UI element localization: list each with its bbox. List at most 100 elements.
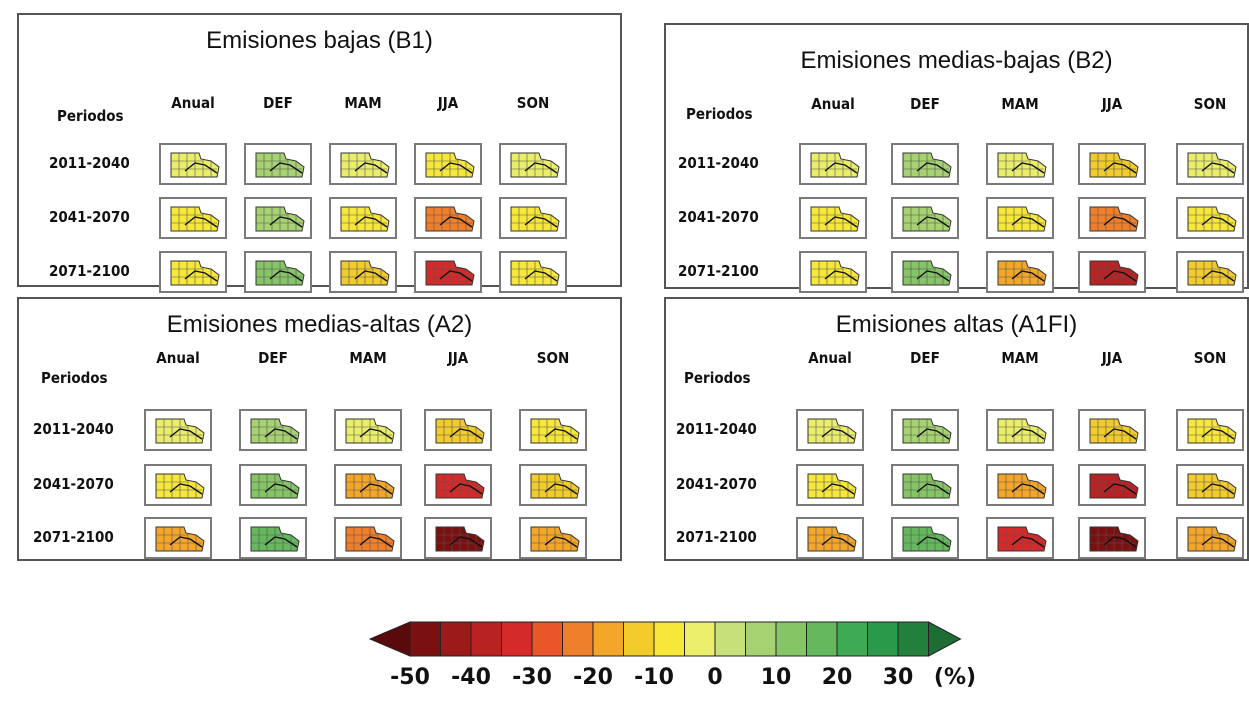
column-header: JJA (1101, 349, 1123, 367)
region-map-icon (255, 260, 305, 286)
legend-swatch (592, 621, 624, 657)
region-map-icon (170, 152, 220, 178)
heatmap-cell (334, 517, 402, 559)
column-header: DEF (910, 349, 940, 367)
heatmap-cell (414, 197, 482, 239)
heatmap-cell (414, 143, 482, 185)
region-map-icon (530, 473, 580, 499)
region-map-icon (155, 526, 205, 552)
legend-tick-label: 20 (821, 665, 853, 690)
region-map-icon (345, 526, 395, 552)
column-header: DEF (263, 94, 293, 112)
region-map-icon (155, 418, 205, 444)
heatmap-cell (891, 409, 959, 451)
region-map-icon (902, 418, 952, 444)
heatmap-cell (891, 517, 959, 559)
legend-swatch (775, 621, 807, 657)
heatmap-cell (244, 143, 312, 185)
row-header: Periodos (684, 369, 751, 387)
heatmap-cell (499, 251, 567, 293)
region-map-icon (340, 152, 390, 178)
region-map-icon (170, 260, 220, 286)
heatmap-cell (1176, 464, 1244, 506)
legend-swatch (714, 621, 746, 657)
legend-swatch (531, 621, 563, 657)
region-map-icon (425, 206, 475, 232)
column-header: JJA (1101, 95, 1123, 113)
legend-tick-label: -20 (573, 665, 613, 690)
region-map-icon (902, 152, 952, 178)
region-map-icon (1187, 473, 1237, 499)
region-map-icon (510, 206, 560, 232)
period-label: 2011-2040 (49, 154, 130, 172)
legend-min-arrow (368, 621, 411, 657)
heatmap-cell (424, 517, 492, 559)
heatmap-cell (1176, 409, 1244, 451)
heatmap-cell (144, 517, 212, 559)
region-map-icon (1187, 418, 1237, 444)
region-map-icon (1089, 418, 1139, 444)
heatmap-cell (329, 197, 397, 239)
heatmap-cell (1078, 517, 1146, 559)
region-map-icon (997, 260, 1047, 286)
region-map-icon (435, 473, 485, 499)
heatmap-cell (159, 197, 227, 239)
legend-tick-label: 30 (882, 665, 914, 690)
heatmap-cell (1078, 251, 1146, 293)
period-label: 2041-2070 (678, 208, 759, 226)
legend-unit-label: (%) (933, 665, 977, 690)
region-map-icon (250, 473, 300, 499)
region-map-icon (250, 418, 300, 444)
column-header: Anual (808, 349, 852, 367)
column-header: Anual (156, 349, 200, 367)
legend-swatch (562, 621, 594, 657)
heatmap-cell (799, 251, 867, 293)
heatmap-cell (1176, 251, 1244, 293)
region-map-icon (810, 206, 860, 232)
heatmap-cell (891, 251, 959, 293)
legend-swatch (623, 621, 655, 657)
region-map-icon (810, 260, 860, 286)
heatmap-cell (499, 143, 567, 185)
region-map-icon (155, 473, 205, 499)
heatmap-cell (986, 197, 1054, 239)
region-map-icon (810, 152, 860, 178)
region-map-icon (1089, 526, 1139, 552)
panel-b1: Emisiones bajas (B1) Periodos Anual DEF MAM… (17, 13, 622, 293)
region-map-icon (902, 206, 952, 232)
panel-title: Emisiones altas (A1FI) (835, 311, 1078, 338)
region-map-icon (1187, 260, 1237, 286)
heatmap-cell (159, 143, 227, 185)
period-label: 2011-2040 (676, 420, 757, 438)
region-map-icon (1187, 152, 1237, 178)
panel-title: Emisiones medias-bajas (B2) (800, 47, 1113, 74)
period-label: 2071-2100 (676, 528, 757, 546)
heatmap-cell (1078, 409, 1146, 451)
heatmap-cell (414, 251, 482, 293)
region-map-icon (997, 418, 1047, 444)
heatmap-cell (334, 464, 402, 506)
region-map-icon (435, 526, 485, 552)
legend-tick-label: -30 (512, 665, 552, 690)
region-map-icon (807, 418, 857, 444)
region-map-icon (510, 260, 560, 286)
legend-tick-label: 0 (707, 665, 723, 690)
column-header: SON (516, 94, 550, 112)
region-map-icon (997, 473, 1047, 499)
heatmap-cell (1078, 197, 1146, 239)
column-header: JJA (447, 349, 469, 367)
heatmap-cell (244, 197, 312, 239)
heatmap-cell (159, 251, 227, 293)
heatmap-cell (424, 409, 492, 451)
heatmap-cell (239, 409, 307, 451)
row-header: Periodos (41, 369, 108, 387)
row-header: Periodos (57, 107, 124, 125)
legend-swatch (470, 621, 502, 657)
heatmap-cell (519, 409, 587, 451)
heatmap-cell (796, 517, 864, 559)
region-map-icon (530, 418, 580, 444)
heatmap-cell (499, 197, 567, 239)
column-header: MAM (349, 349, 387, 367)
column-header: MAM (344, 94, 382, 112)
